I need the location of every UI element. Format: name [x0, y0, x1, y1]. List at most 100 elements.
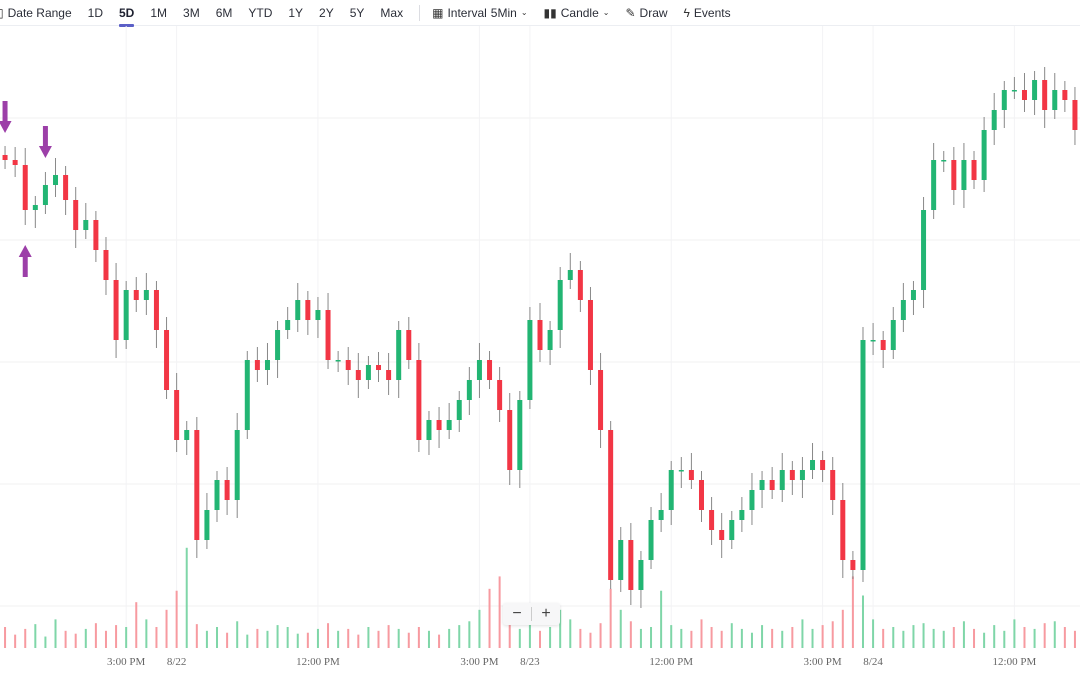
candle-body: [799, 470, 805, 480]
range-6m[interactable]: 6M: [215, 5, 233, 20]
volume-bar: [185, 547, 188, 648]
candle-body: [749, 490, 755, 510]
volume-bar: [1073, 630, 1076, 648]
candle-body: [315, 310, 321, 320]
volume-bar: [660, 590, 663, 648]
volume-bar: [771, 628, 774, 648]
zoom-controls: − +: [503, 603, 560, 625]
volume-bar: [882, 628, 885, 648]
candle-body: [1032, 80, 1038, 100]
candle-body: [446, 420, 452, 430]
candle-body: [1072, 100, 1078, 130]
volume-bar: [1003, 630, 1006, 648]
interval-icon: ▦: [432, 5, 444, 20]
interval-label: Interval: [447, 5, 487, 20]
candle-body: [53, 175, 59, 185]
candle-body: [719, 530, 725, 540]
candle-body: [1001, 90, 1007, 110]
volume-bar: [851, 576, 854, 648]
chart-type-label: Candle: [560, 5, 599, 20]
range-1d[interactable]: 1D: [87, 5, 103, 20]
volume-bar: [569, 619, 572, 648]
candle-body: [688, 470, 694, 480]
candle-body: [234, 430, 240, 500]
volume-bar: [125, 627, 128, 648]
candle-body: [880, 340, 886, 350]
range-5d[interactable]: 5D: [119, 5, 135, 27]
x-tick-label: 12:00 PM: [649, 656, 693, 668]
candle-body: [376, 365, 382, 370]
volume-bar: [973, 628, 976, 648]
range-max[interactable]: Max: [380, 5, 404, 20]
candle-body: [567, 270, 573, 280]
volume-bar: [549, 627, 552, 648]
volume-bar: [720, 630, 723, 648]
candle-body: [598, 370, 604, 430]
x-tick-label: 3:00 PM: [460, 656, 498, 668]
volume-bar: [54, 619, 57, 648]
candle-body: [73, 200, 79, 230]
volume-bar: [609, 588, 612, 648]
range-3m[interactable]: 3M: [183, 5, 200, 20]
volume-bar: [94, 623, 97, 648]
zoom-out-button[interactable]: −: [512, 605, 522, 622]
candle-body: [769, 480, 775, 490]
volume-bar: [417, 627, 420, 648]
candle-body: [961, 160, 967, 190]
candle-body: [618, 540, 624, 580]
volume-bar: [841, 609, 844, 648]
volume-bar: [357, 634, 360, 648]
volume-bar: [942, 630, 945, 648]
volume-bar: [478, 609, 481, 648]
range-ytd[interactable]: YTD: [248, 5, 273, 20]
candle-body: [365, 365, 371, 380]
candle-body: [517, 400, 523, 470]
candle-body: [638, 560, 644, 590]
draw-button[interactable]: ✎ Draw: [625, 6, 667, 20]
volume-bar: [1063, 627, 1066, 648]
volume-bar: [690, 630, 693, 648]
events-button[interactable]: ϟ Events: [684, 6, 731, 20]
range-2y[interactable]: 2Y: [319, 5, 334, 20]
chevron-down-icon: ⌄: [520, 8, 528, 17]
volume-bar: [44, 636, 47, 648]
candle-body: [456, 400, 462, 420]
volume-bar: [1053, 621, 1056, 648]
interval-dropdown[interactable]: ▦ Interval 5Min ⌄: [432, 6, 527, 20]
candle-body: [2, 155, 8, 160]
volume-bar: [397, 628, 400, 648]
range-5y[interactable]: 5Y: [349, 5, 365, 20]
volume-bar: [821, 625, 824, 648]
volume-bar: [761, 625, 764, 648]
range-1m[interactable]: 1M: [150, 5, 168, 20]
volume-bar: [266, 630, 269, 648]
candle-body: [93, 220, 99, 250]
volume-bar: [650, 627, 653, 648]
candle-body: [466, 380, 472, 400]
candle-body: [698, 480, 704, 510]
candle-body: [194, 430, 200, 540]
volume-bar: [14, 634, 17, 648]
date-range-label: Date Range: [7, 5, 72, 20]
candle-body: [951, 160, 957, 190]
volume-bar: [730, 623, 733, 648]
zoom-in-button[interactable]: +: [541, 605, 551, 622]
candle-body: [254, 360, 260, 370]
chart-type-dropdown[interactable]: ▮▮ Candle ⌄: [544, 6, 610, 20]
volume-bar: [639, 628, 642, 648]
volume-bar: [1023, 627, 1026, 648]
candle-body: [476, 360, 482, 380]
volume-bar: [1033, 628, 1036, 648]
candle-body: [355, 370, 361, 380]
candle-body: [184, 430, 190, 440]
candle-body: [981, 130, 987, 180]
candle-body: [900, 300, 906, 320]
range-1y[interactable]: 1Y: [288, 5, 304, 20]
volume-bar: [226, 632, 229, 648]
date-range-button[interactable]: ▯ Date Range: [0, 6, 72, 20]
volume-bar: [24, 628, 27, 648]
volume-bar: [387, 625, 390, 648]
candle-body: [416, 360, 422, 440]
volume-bar: [993, 625, 996, 648]
